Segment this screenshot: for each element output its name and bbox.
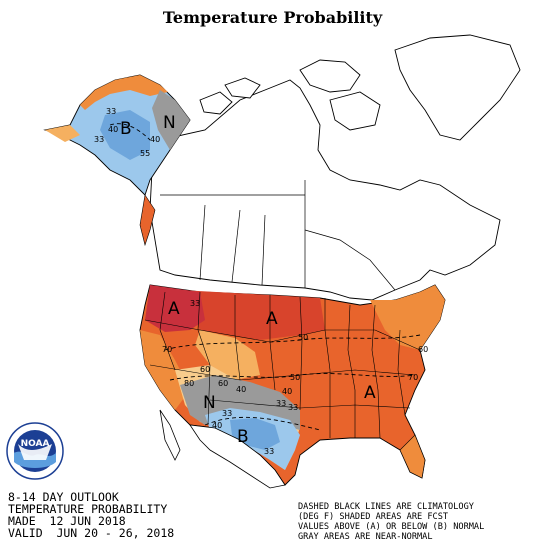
label-sw-B: B <box>237 427 249 447</box>
label-n-A: A <box>266 309 278 329</box>
label-w-80: 80 <box>184 379 194 388</box>
alaska-above-fringe <box>80 75 168 110</box>
alaska-near-normal <box>152 90 190 150</box>
legend-line-4: GRAY AREAS ARE NEAR-NORMAL <box>298 532 433 542</box>
legend-line-2: (DEG F) SHADED AREAS ARE FCST <box>298 512 449 522</box>
contiguous-us <box>139 284 446 486</box>
label-e-70: 70 <box>408 373 418 382</box>
label-ak-55: 55 <box>140 149 150 158</box>
outlook-caption: 8-14 DAY OUTLOOK TEMPERATURE PROBABILITY… <box>8 491 174 539</box>
noaa-logo-text: NOAA <box>21 439 50 449</box>
alaska-below-core <box>100 110 150 160</box>
label-n-50: 50 <box>298 333 308 342</box>
climatology-dashed-lines <box>109 123 421 431</box>
baja-outline <box>159 409 181 461</box>
label-ak-40: 40 <box>108 125 118 134</box>
label-c-33: 33 <box>276 399 286 408</box>
caption-line-4: VALID JUN 20 - 26, 2018 <box>8 526 175 540</box>
us-northeast-orange <box>370 285 445 350</box>
label-nw-33: 33 <box>190 299 200 308</box>
label-ak-33b: 33 <box>94 135 104 144</box>
canada-outline <box>149 34 521 301</box>
map-labels: B N 33 40 33 40 55 A 33 A 50 70 60 80 60… <box>94 107 428 456</box>
label-ak-33a: 33 <box>106 107 116 116</box>
label-c-50: 50 <box>290 373 300 382</box>
caption-line-1: 8-14 DAY OUTLOOK <box>8 490 119 504</box>
label-ak-B: B <box>120 119 132 139</box>
us-west-coast-orange <box>140 330 190 410</box>
label-sw-33b: 33 <box>288 403 298 412</box>
label-ak-N: N <box>163 113 176 133</box>
legend-line-3: VALUES ABOVE (A) OR BELOW (B) NORMAL <box>298 522 485 532</box>
us-west-pale <box>195 330 260 380</box>
alaska <box>43 74 191 247</box>
us-florida <box>399 434 426 479</box>
page-title: Temperature Probability <box>162 8 383 27</box>
alaska-panhandle <box>139 194 156 247</box>
label-e-60: 60 <box>418 345 428 354</box>
temperature-outlook-map: B N 33 40 33 40 55 A 33 A 50 70 60 80 60… <box>43 34 521 489</box>
label-w-70: 70 <box>162 345 172 354</box>
state-boundaries <box>144 291 421 439</box>
label-w-60: 60 <box>200 365 210 374</box>
label-w-60b: 60 <box>218 379 228 388</box>
label-w-40: 40 <box>236 385 246 394</box>
caption-line-2: TEMPERATURE PROBABILITY <box>8 502 168 516</box>
caption-line-3: MADE 12 JUN 2018 <box>8 514 126 528</box>
label-sw-N: N <box>203 393 216 413</box>
label-sw-33c: 33 <box>264 447 274 456</box>
noaa-logo: NOAA <box>6 422 64 480</box>
legend-text: DASHED BLACK LINES ARE CLIMATOLOGY (DEG … <box>298 502 484 542</box>
us-north-red <box>180 290 325 340</box>
label-ak-40b: 40 <box>150 135 160 144</box>
label-nw-A: A <box>168 299 180 319</box>
alaska-southwest <box>45 125 80 142</box>
canada-province-lines <box>160 180 396 291</box>
legend-line-1: DASHED BLACK LINES ARE CLIMATOLOGY <box>298 502 474 512</box>
label-sw-33: 33 <box>222 409 232 418</box>
label-sw-40: 40 <box>212 421 222 430</box>
label-c-40: 40 <box>282 387 292 396</box>
label-se-A: A <box>364 383 376 403</box>
mexico-outline <box>189 424 286 489</box>
us-northwest-dark-red <box>145 285 205 332</box>
